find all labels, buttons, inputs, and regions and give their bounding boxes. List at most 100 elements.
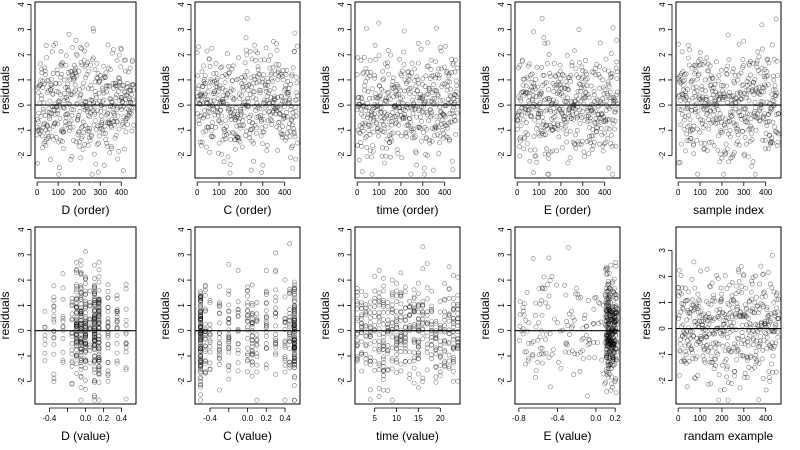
- data-point: [724, 146, 730, 152]
- data-point: [57, 99, 63, 105]
- data-point: [376, 367, 382, 373]
- data-point: [85, 106, 91, 112]
- data-point: [450, 167, 456, 172]
- data-point: [396, 85, 402, 91]
- data-point: [694, 354, 700, 360]
- data-point: [291, 361, 297, 367]
- data-point: [717, 111, 723, 117]
- data-point: [695, 291, 701, 297]
- data-point: [581, 101, 587, 107]
- data-point: [398, 270, 404, 276]
- data-point: [55, 111, 60, 116]
- data-point: [751, 329, 757, 334]
- data-point: [86, 113, 92, 118]
- data-point: [562, 282, 567, 288]
- data-point: [414, 162, 420, 168]
- data-point: [123, 367, 129, 372]
- data-point: [411, 358, 417, 364]
- data-point: [689, 65, 695, 71]
- data-point: [92, 282, 97, 288]
- data-point: [719, 332, 725, 338]
- data-point: [382, 61, 388, 67]
- data-point: [389, 292, 395, 297]
- data-point: [74, 282, 79, 288]
- data-point: [249, 349, 255, 355]
- data-point: [430, 101, 436, 107]
- data-point: [749, 163, 755, 169]
- data-point: [735, 267, 741, 272]
- data-point: [707, 83, 713, 89]
- data-point: [196, 83, 202, 89]
- data-point: [699, 99, 704, 104]
- data-point: [94, 142, 100, 147]
- x-tick-label: 400: [759, 188, 773, 197]
- data-point: [78, 328, 84, 334]
- data-point: [363, 360, 369, 366]
- data-point: [92, 283, 97, 289]
- data-point: [263, 329, 269, 335]
- y-tick-label: 0: [337, 328, 346, 333]
- data-point: [735, 126, 741, 132]
- data-point: [74, 284, 79, 290]
- data-point: [258, 57, 263, 63]
- data-point: [291, 334, 297, 340]
- data-point: [277, 119, 283, 125]
- data-point: [546, 355, 552, 360]
- data-point: [94, 60, 100, 66]
- data-point: [420, 312, 426, 317]
- data-point: [721, 171, 727, 177]
- data-point: [291, 292, 297, 298]
- data-point: [455, 329, 461, 334]
- y-tick-label: 2: [177, 52, 186, 57]
- data-point: [436, 66, 441, 72]
- data-point: [207, 300, 213, 306]
- data-point: [711, 85, 717, 91]
- data-point: [83, 281, 88, 286]
- data-point: [216, 320, 222, 326]
- data-point: [585, 342, 591, 348]
- data-point: [78, 339, 84, 345]
- data-point: [202, 343, 208, 349]
- data-point: [721, 386, 727, 392]
- data-point: [566, 87, 572, 93]
- y-tick-label: 1: [658, 77, 667, 82]
- data-point: [577, 60, 582, 66]
- data-point: [442, 103, 448, 109]
- data-point: [129, 59, 135, 64]
- data-point: [109, 99, 114, 104]
- data-point: [442, 281, 448, 286]
- data-point: [541, 274, 547, 280]
- data-point: [593, 72, 599, 78]
- data-point: [216, 283, 222, 289]
- data-point: [422, 84, 428, 89]
- data-point: [763, 387, 769, 393]
- data-point: [364, 144, 370, 150]
- data-point: [367, 341, 373, 347]
- data-point: [64, 53, 69, 58]
- data-point: [249, 333, 255, 339]
- data-point: [565, 322, 571, 328]
- data-point: [712, 298, 718, 304]
- data-point: [103, 137, 109, 143]
- data-point: [354, 337, 360, 343]
- data-point: [273, 336, 278, 341]
- data-point: [89, 171, 95, 177]
- data-point: [528, 106, 534, 112]
- data-point: [252, 122, 258, 128]
- data-point: [238, 125, 244, 131]
- data-point: [544, 331, 549, 337]
- data-point: [96, 397, 102, 403]
- data-point: [92, 340, 97, 346]
- data-point: [683, 71, 689, 77]
- data-point: [542, 151, 548, 157]
- data-point: [77, 139, 82, 145]
- data-point: [449, 70, 454, 75]
- data-point: [293, 97, 299, 103]
- data-point: [114, 296, 120, 302]
- data-point: [385, 388, 391, 393]
- data-point: [681, 93, 687, 98]
- data-point: [249, 320, 255, 326]
- data-point: [359, 320, 364, 326]
- data-point: [42, 68, 48, 74]
